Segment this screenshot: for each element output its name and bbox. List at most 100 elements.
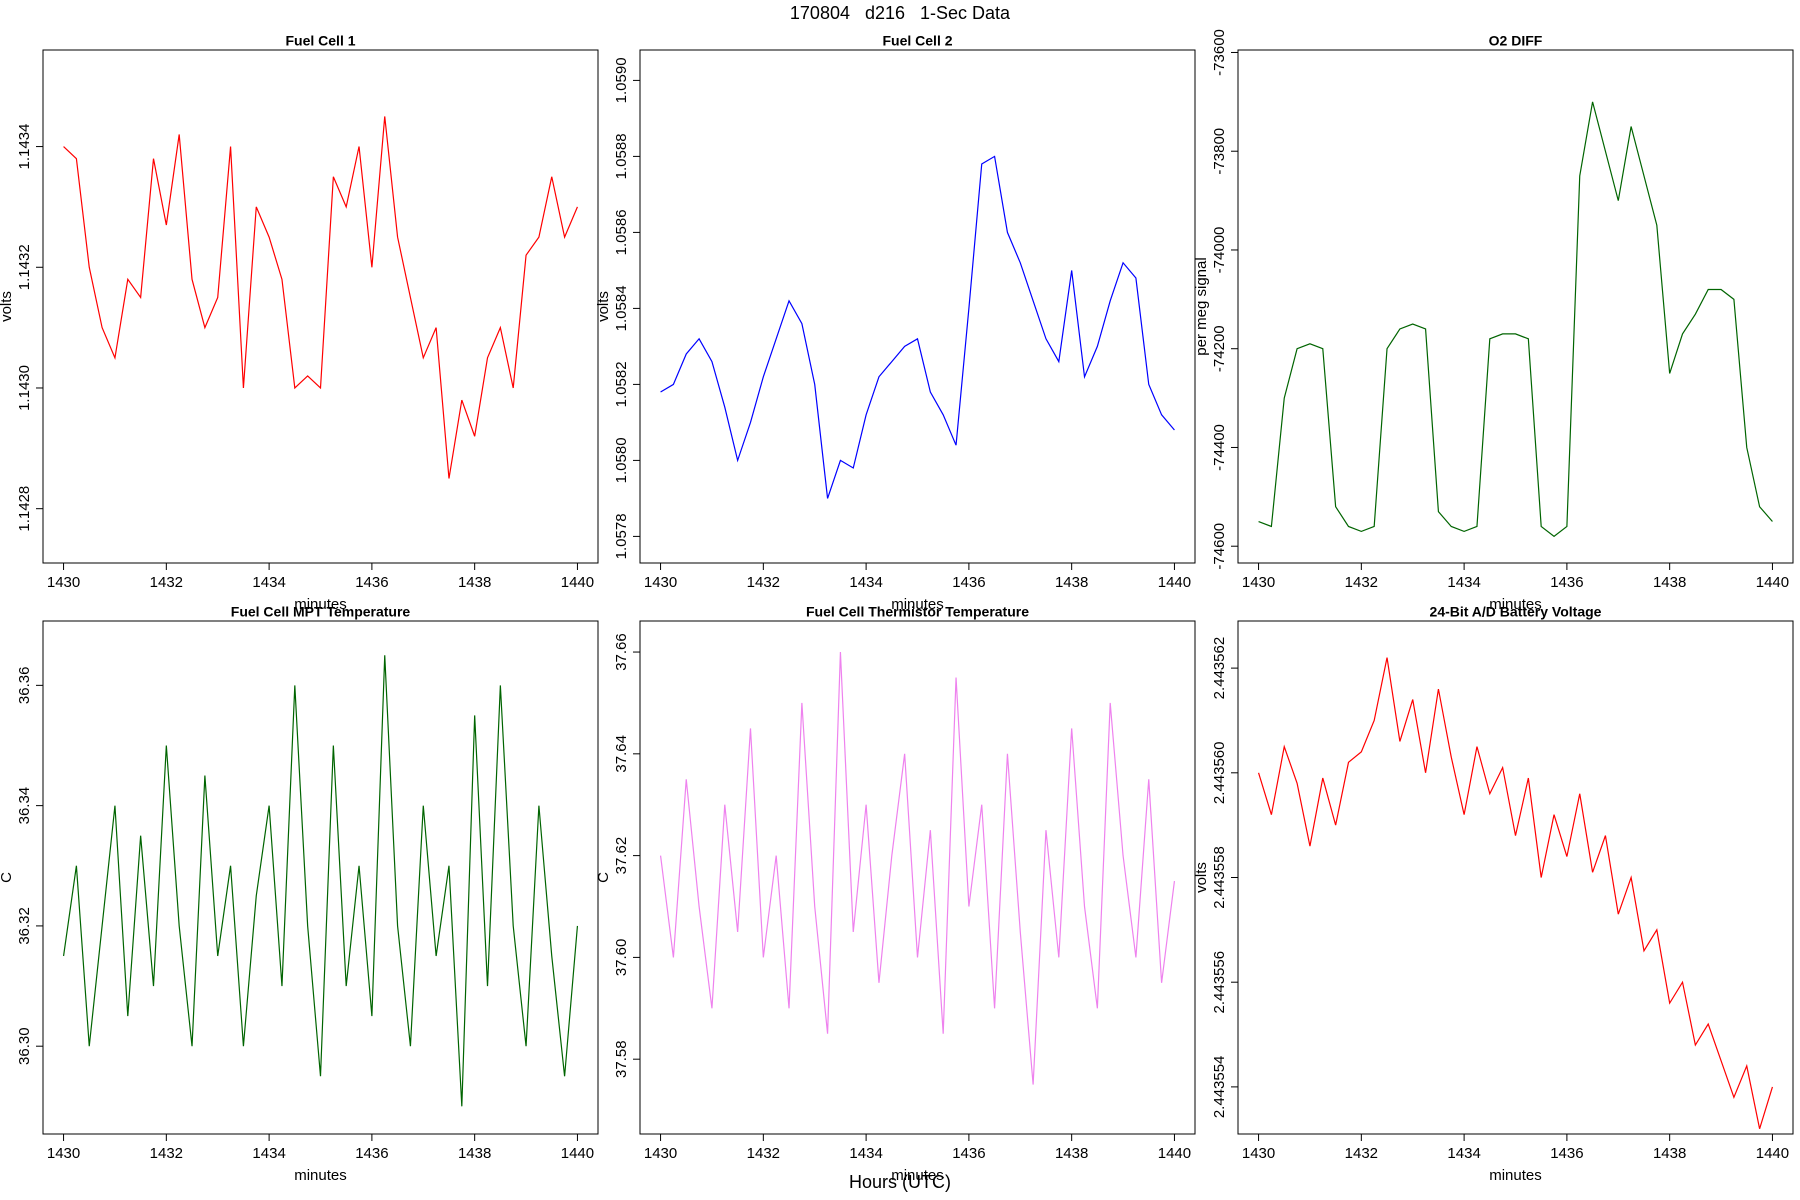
y-tick-label: 37.58 xyxy=(613,1040,630,1078)
y-tick-label: 36.32 xyxy=(16,907,33,945)
x-tick-label: 1438 xyxy=(458,574,491,591)
panel-title: Fuel Cell Thermistor Temperature xyxy=(806,604,1029,620)
panel-title: 24-Bit A/D Battery Voltage xyxy=(1430,604,1602,620)
y-axis-label: volts xyxy=(1193,862,1210,893)
x-tick-label: 1440 xyxy=(561,574,594,591)
x-tick-label: 1432 xyxy=(747,574,780,591)
y-axis-label: volts xyxy=(595,291,612,322)
x-tick-label: 1432 xyxy=(150,574,183,591)
x-tick-label: 1436 xyxy=(952,1145,985,1162)
y-tick-label: 37.64 xyxy=(613,735,630,773)
data-line xyxy=(659,652,1176,1085)
x-tick-label: 1430 xyxy=(644,1145,677,1162)
y-axis-label: volts xyxy=(0,291,15,322)
plot-frame xyxy=(1237,49,1794,564)
y-axis-label: per meg signal xyxy=(1193,257,1210,355)
x-tick-label: 1440 xyxy=(1756,574,1789,591)
x-tick-label: 1434 xyxy=(849,574,882,591)
y-tick-label: 2.443558 xyxy=(1211,846,1228,909)
y-tick-label: 36.30 xyxy=(16,1027,33,1065)
y-tick-label: 2.443560 xyxy=(1211,742,1228,805)
y-tick-label: 1.1428 xyxy=(16,486,33,532)
y-tick-label: 1.0586 xyxy=(613,209,630,255)
y-tick-label: 36.36 xyxy=(16,667,33,705)
x-tick-label: 1430 xyxy=(1242,1145,1275,1162)
y-tick-label: 2.443554 xyxy=(1211,1056,1228,1119)
y-tick-label: -74000 xyxy=(1211,227,1228,274)
x-tick-label: 1430 xyxy=(644,574,677,591)
plot-frame xyxy=(639,620,1196,1135)
x-tick-label: 1440 xyxy=(561,1145,594,1162)
y-tick-label: 1.0582 xyxy=(613,361,630,407)
data-line xyxy=(1258,101,1773,538)
y-tick-label: 1.0584 xyxy=(613,285,630,331)
x-axis-label: minutes xyxy=(294,1167,347,1184)
y-axis-label: C xyxy=(0,872,15,883)
y-tick-label: 1.1434 xyxy=(16,124,33,170)
y-tick-label: 1.0590 xyxy=(613,57,630,103)
panel-title: Fuel Cell 2 xyxy=(882,33,952,49)
y-tick-label: 2.443562 xyxy=(1211,637,1228,700)
x-axis-label: minutes xyxy=(294,596,347,613)
x-tick-label: 1440 xyxy=(1756,1145,1789,1162)
x-tick-label: 1438 xyxy=(1055,1145,1088,1162)
data-line xyxy=(62,655,579,1107)
plot-frame xyxy=(42,49,599,564)
plot-frame xyxy=(1237,620,1794,1135)
panel-title: Fuel Cell MPT Temperature xyxy=(231,604,411,620)
x-tick-label: 1432 xyxy=(150,1145,183,1162)
x-tick-label: 1434 xyxy=(1447,574,1480,591)
y-tick-label: 36.34 xyxy=(16,787,33,825)
x-tick-label: 1436 xyxy=(1550,574,1583,591)
x-tick-label: 1432 xyxy=(747,1145,780,1162)
data-line xyxy=(1257,657,1774,1129)
x-tick-label: 1432 xyxy=(1345,1145,1378,1162)
y-axis-label: C xyxy=(595,872,612,883)
y-tick-label: 1.1430 xyxy=(16,365,33,411)
y-tick-label: -73800 xyxy=(1211,128,1228,175)
panel-title: O2 DIFF xyxy=(1489,33,1543,49)
y-tick-label: 37.60 xyxy=(613,939,630,977)
x-tick-label: 1436 xyxy=(1550,1145,1583,1162)
x-tick-label: 1434 xyxy=(252,574,285,591)
x-tick-label: 1438 xyxy=(1653,574,1686,591)
x-tick-label: 1430 xyxy=(1242,574,1275,591)
x-tick-label: 1440 xyxy=(1158,574,1191,591)
x-tick-label: 1432 xyxy=(1345,574,1378,591)
x-tick-label: 1430 xyxy=(47,574,80,591)
plot-frame xyxy=(639,49,1196,564)
figure-title: 170804 d216 1-Sec Data xyxy=(790,3,1011,23)
y-tick-label: 37.62 xyxy=(613,837,630,875)
x-tick-label: 1436 xyxy=(952,574,985,591)
x-axis-label: minutes xyxy=(891,1167,944,1184)
panel-title: Fuel Cell 1 xyxy=(285,33,355,49)
x-tick-label: 1430 xyxy=(47,1145,80,1162)
y-tick-label: 1.0578 xyxy=(613,513,630,559)
x-tick-label: 1436 xyxy=(355,574,388,591)
x-tick-label: 1436 xyxy=(355,1145,388,1162)
data-line xyxy=(63,116,578,479)
data-line xyxy=(660,155,1175,499)
x-tick-label: 1434 xyxy=(252,1145,285,1162)
y-tick-label: -74200 xyxy=(1211,325,1228,372)
x-tick-label: 1440 xyxy=(1158,1145,1191,1162)
y-tick-label: 1.1432 xyxy=(16,244,33,290)
x-tick-label: 1438 xyxy=(1653,1145,1686,1162)
y-tick-label: 1.0588 xyxy=(613,133,630,179)
y-tick-label: -73600 xyxy=(1211,29,1228,76)
x-axis-label: minutes xyxy=(1489,596,1542,613)
figure-x-label: Hours (UTC) xyxy=(849,1172,951,1192)
x-axis-label: minutes xyxy=(1489,1167,1542,1184)
x-tick-label: 1438 xyxy=(458,1145,491,1162)
y-tick-label: -74400 xyxy=(1211,424,1228,471)
y-tick-label: 2.443556 xyxy=(1211,951,1228,1014)
x-tick-label: 1434 xyxy=(1447,1145,1480,1162)
x-tick-label: 1434 xyxy=(849,1145,882,1162)
y-tick-label: 37.66 xyxy=(613,633,630,671)
x-axis-label: minutes xyxy=(891,596,944,613)
y-tick-label: -74600 xyxy=(1211,523,1228,570)
y-tick-label: 1.0580 xyxy=(613,437,630,483)
plot-frame xyxy=(42,620,599,1135)
